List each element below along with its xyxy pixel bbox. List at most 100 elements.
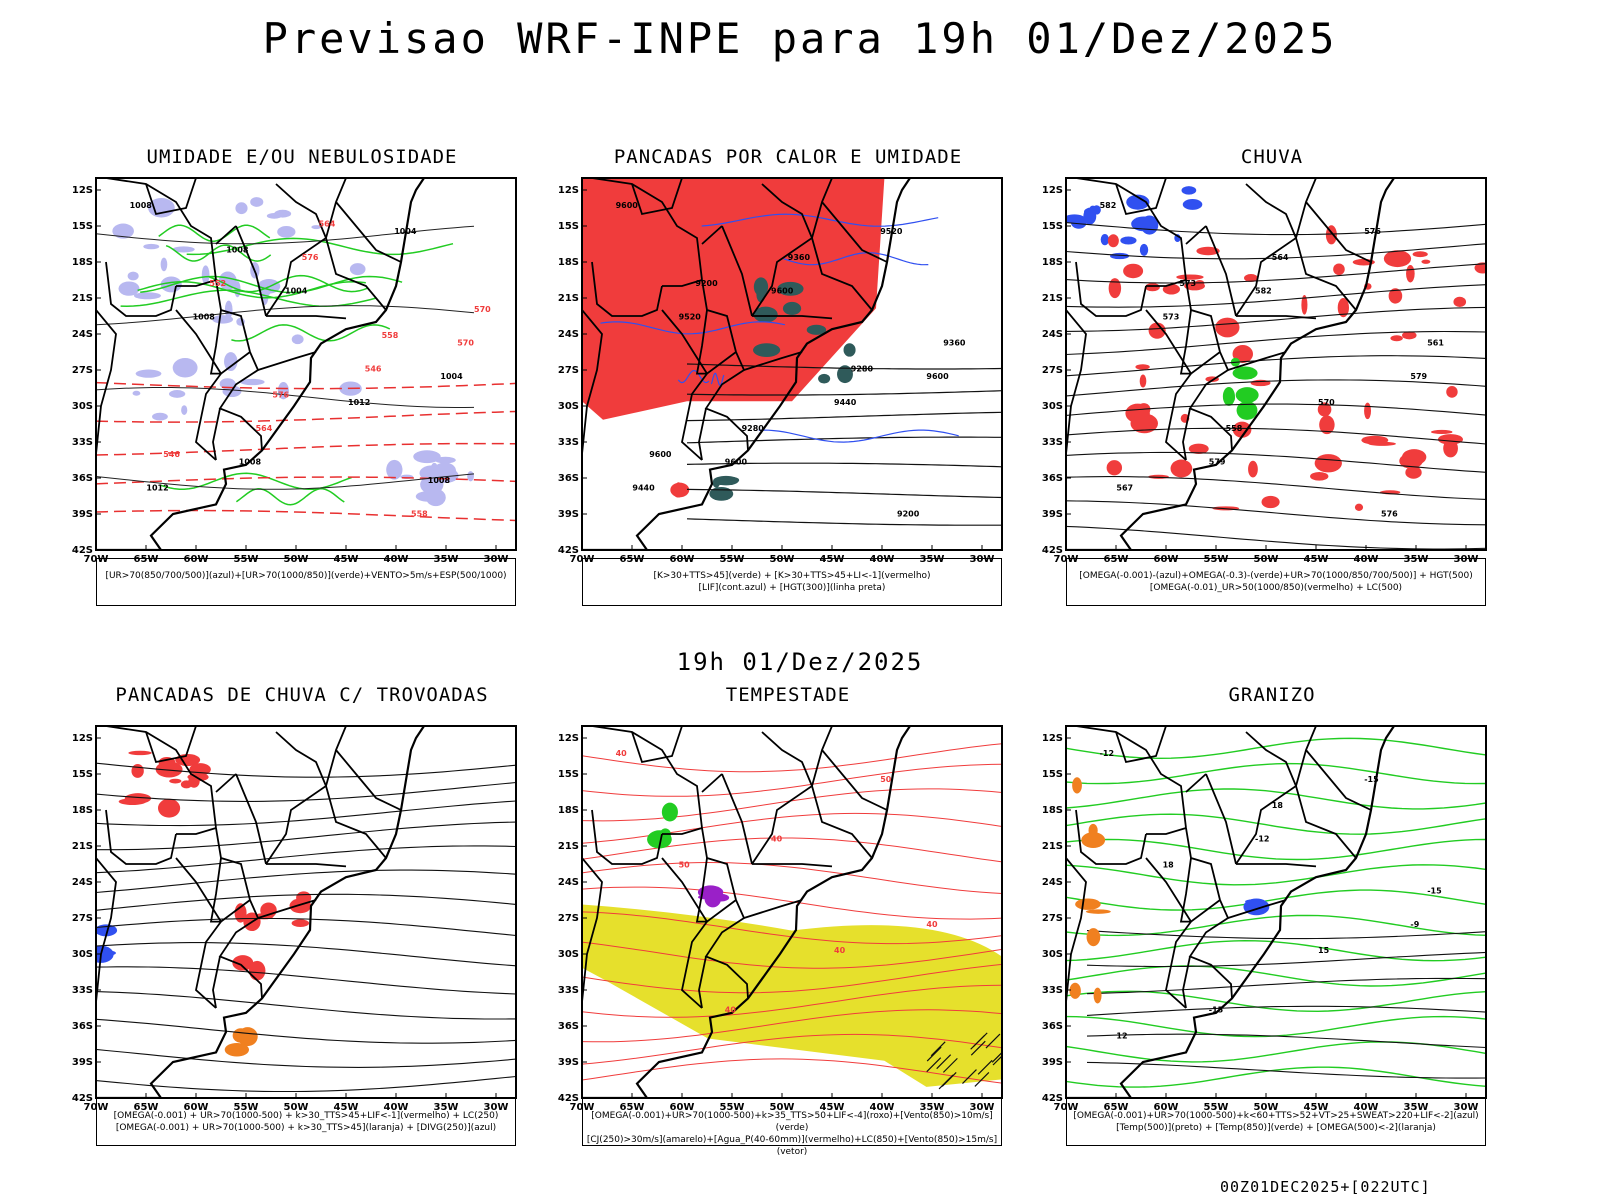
political-border <box>215 225 237 245</box>
thunderstorm-area <box>240 957 252 967</box>
political-border <box>1205 773 1237 865</box>
political-border <box>751 178 833 317</box>
political-border <box>145 178 197 216</box>
omega500-area <box>1072 777 1082 794</box>
rain-area <box>1108 278 1122 299</box>
lon-label: 45W <box>334 1102 359 1113</box>
lat-label: 39S <box>1042 509 1063 520</box>
lat-label: 42S <box>558 1093 579 1104</box>
rain-area <box>1337 298 1349 318</box>
humidity-shade <box>152 412 168 421</box>
lat-label: 36S <box>1042 473 1063 484</box>
contour-value-label: 40 <box>926 920 938 929</box>
omega-area <box>1181 186 1197 195</box>
hgt300-contour <box>686 462 1002 468</box>
wind-vector <box>926 1057 942 1073</box>
heat-humidity-area <box>753 306 778 323</box>
temp850-contour <box>1066 914 1486 937</box>
rain-area <box>1130 413 1158 434</box>
lat-label: 33S <box>558 437 579 448</box>
contour-value-label: 40 <box>616 749 628 758</box>
lat-label: 21S <box>1042 293 1063 304</box>
lon-label: 30W <box>484 554 509 565</box>
political-border <box>1146 279 1187 287</box>
lat-label: 30S <box>72 401 93 412</box>
thunderstorm-area <box>118 798 147 806</box>
heat-humidity-area <box>806 324 827 335</box>
political-border <box>212 408 221 461</box>
contour-value-label: 9600 <box>926 372 949 381</box>
contour-value-label: -9 <box>1410 920 1419 929</box>
political-border <box>1145 857 1193 1009</box>
wind250-streamline <box>96 893 516 911</box>
rain-area <box>1310 471 1329 481</box>
political-border <box>266 315 347 320</box>
map-frame <box>95 725 517 1099</box>
omega500-area <box>1093 987 1102 1004</box>
legend-umidade: [UR>70(850/700/500)](azul)+[UR>70(1000/8… <box>96 558 516 606</box>
humidity-shade <box>266 213 282 219</box>
humidity-shade <box>133 292 161 300</box>
lat-label: 12S <box>72 733 93 744</box>
political-border <box>591 726 737 901</box>
contour-value-label: 564 <box>256 424 273 433</box>
rain-area <box>1301 294 1308 315</box>
lon-label: 50W <box>1254 554 1279 565</box>
contour-value-label: 9280 <box>851 364 874 373</box>
lat-label: 12S <box>558 185 579 196</box>
wind-vector <box>970 1040 986 1056</box>
political-border <box>1185 773 1207 793</box>
wind-vector <box>992 1055 1002 1066</box>
contour-value-label: 558 <box>1226 424 1243 433</box>
legend-line: [CJ(250)>30m/s](amarelo)+[Agua_P(40-60mm… <box>586 1135 998 1157</box>
severe-storm-area <box>704 890 722 908</box>
wind250-streamline <box>96 966 516 995</box>
thickness-contour <box>96 509 516 522</box>
lat-label: 27S <box>558 365 579 376</box>
rain-area <box>1248 460 1258 478</box>
legend-line: [OMEGA(-0.001)+UR>70(1000-500)+k<60+TTS>… <box>1073 1111 1479 1121</box>
political-border <box>1305 749 1372 811</box>
contour-value-label: 582 <box>1100 201 1117 210</box>
political-border <box>1245 183 1297 239</box>
legend-line: [OMEGA(-0.001) + UR>70(1000-500) + k>30_… <box>113 1111 499 1121</box>
humidity-shade <box>349 263 366 276</box>
temp850-contour <box>1066 889 1486 911</box>
heat-humidity-area <box>709 486 734 501</box>
contour-value-label: 9520 <box>880 227 903 236</box>
contour-value-label: 1012 <box>146 483 168 492</box>
humidity-shade <box>135 369 162 378</box>
lon-label: 50W <box>1254 1102 1279 1113</box>
contour-value-label: 9360 <box>943 338 966 347</box>
political-border <box>1066 857 1087 1006</box>
temp500-contour <box>1086 930 1486 940</box>
humidity-shade <box>181 405 188 415</box>
political-border <box>761 183 813 239</box>
lat-label: 39S <box>72 1057 93 1068</box>
heat-humidity-area <box>837 365 853 384</box>
rain-area <box>1474 262 1486 274</box>
hgt300-contour <box>686 518 1002 526</box>
map-field-layer <box>96 726 516 1098</box>
humidity-shade <box>218 271 237 291</box>
political-border <box>105 809 177 865</box>
humidity-contour <box>158 224 271 242</box>
lat-label: 15S <box>72 769 93 780</box>
lat-label: 33S <box>72 985 93 996</box>
lat-label: 30S <box>558 949 579 960</box>
contour-value-label: 9360 <box>788 253 811 262</box>
political-border <box>235 225 267 317</box>
heat-humidity-area <box>777 281 804 296</box>
political-border <box>743 899 803 919</box>
hgt500-streamline <box>1066 263 1486 284</box>
contour-value-label: 15 <box>1318 946 1330 955</box>
rain-area <box>1148 322 1166 339</box>
heat-humidity-area <box>712 478 720 488</box>
lat-label: 30S <box>1042 401 1063 412</box>
political-border <box>1182 956 1191 1009</box>
wind250-streamline <box>96 762 516 778</box>
lon-label: 30W <box>484 1102 509 1113</box>
lat-label: 24S <box>1042 329 1063 340</box>
lon-label: 50W <box>770 554 795 565</box>
contour-value-label: 9600 <box>649 450 672 459</box>
